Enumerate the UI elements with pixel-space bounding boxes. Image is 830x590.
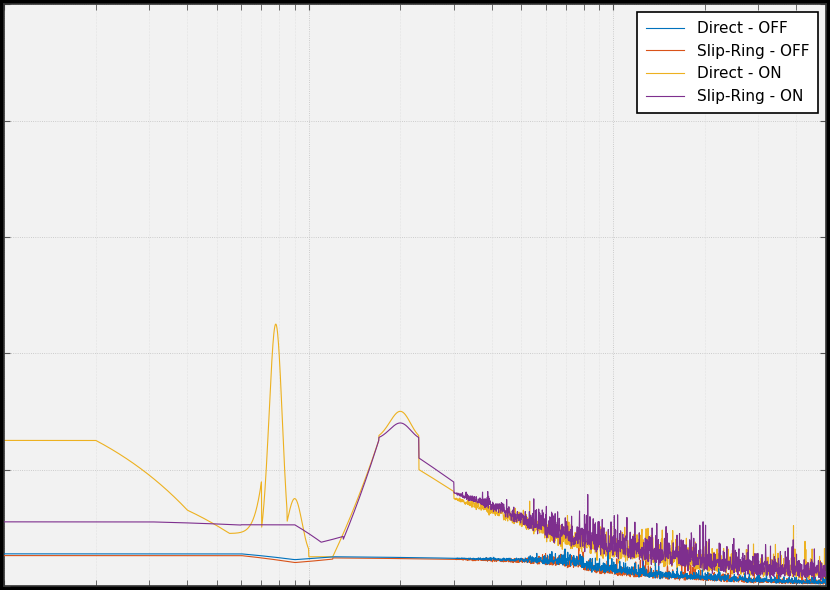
Slip-Ring - ON [350,506,360,513]
Slip-Ring - ON [816,576,826,584]
Direct - ON [716,559,726,566]
Slip-Ring - ON [93,518,103,525]
Direct - OFF [142,550,152,558]
Direct - ON [805,567,815,574]
Line: Direct - OFF: Direct - OFF [4,549,826,584]
Slip-Ring - OFF [142,552,152,559]
Direct - ON [271,320,281,327]
Slip-Ring - ON [395,419,405,427]
Line: Direct - ON: Direct - ON [4,324,826,579]
Slip-Ring - ON [805,572,815,579]
Direct - OFF [716,573,726,581]
Slip-Ring - OFF [350,555,360,562]
Direct - ON [0,437,9,444]
Line: Slip-Ring - ON: Slip-Ring - ON [4,423,826,580]
Slip-Ring - OFF [574,545,583,552]
Direct - ON [803,575,813,582]
Slip-Ring - ON [716,560,726,567]
Slip-Ring - ON [315,537,325,545]
Direct - OFF [805,578,815,585]
Legend: Direct - OFF, Slip-Ring - OFF, Direct - ON, Slip-Ring - ON: Direct - OFF, Slip-Ring - OFF, Direct - … [637,12,818,113]
Direct - OFF [350,553,360,560]
Slip-Ring - OFF [0,552,9,559]
Slip-Ring - OFF [315,557,325,564]
Slip-Ring - OFF [821,579,830,586]
Direct - OFF [315,555,325,562]
Direct - OFF [821,581,830,588]
Direct - OFF [560,545,570,552]
Direct - ON [142,470,152,477]
Direct - ON [93,438,103,445]
Direct - ON [350,502,360,509]
Slip-Ring - OFF [93,552,103,559]
Direct - OFF [93,550,103,558]
Slip-Ring - ON [0,518,9,525]
Direct - ON [821,571,830,578]
Line: Slip-Ring - OFF: Slip-Ring - OFF [4,549,826,584]
Direct - ON [315,553,325,560]
Slip-Ring - OFF [815,581,825,588]
Direct - OFF [0,550,9,558]
Slip-Ring - OFF [716,576,726,584]
Slip-Ring - OFF [805,575,815,582]
Slip-Ring - ON [821,568,830,575]
Slip-Ring - ON [142,518,152,525]
